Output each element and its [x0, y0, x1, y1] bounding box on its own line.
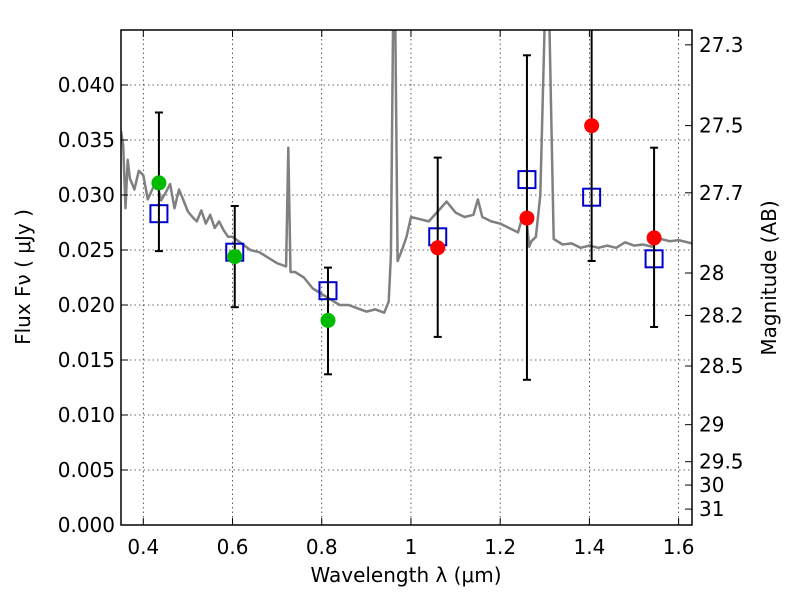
- right-tick-label: 30: [699, 473, 724, 497]
- red-data-point: [584, 118, 600, 134]
- x-tick-label: 1.4: [573, 535, 605, 559]
- right-tick-label: 27.5: [699, 114, 744, 138]
- red-data-point: [646, 230, 662, 246]
- y-tick-label: 0.020: [58, 293, 115, 317]
- right-tick-label: 28.5: [699, 354, 744, 378]
- x-tick-label: 0.4: [127, 535, 159, 559]
- grid-lines: [121, 30, 692, 526]
- x-tick-label: 1.6: [663, 535, 695, 559]
- right-tick-label: 29: [699, 413, 724, 437]
- x-tick-label: 1: [405, 535, 418, 559]
- right-axis-title: Magnitude (AB): [757, 200, 781, 355]
- axis-ticks: [121, 30, 692, 526]
- plot-frame: [120, 29, 693, 526]
- y-tick-label: 0.040: [58, 73, 115, 97]
- red-data-point: [430, 240, 446, 256]
- right-tick-label: 28.2: [699, 303, 744, 327]
- y-axis-title: Flux Fν ( μJy ): [11, 209, 35, 345]
- y-tick-label: 0.030: [58, 183, 115, 207]
- green-data-point: [151, 175, 167, 191]
- data-markers: [149, 30, 664, 381]
- x-tick-label: 0.6: [217, 535, 249, 559]
- x-axis-title: Wavelength λ (μm): [310, 563, 501, 587]
- x-tick-label: 1.2: [484, 535, 516, 559]
- y-tick-label: 0.025: [58, 238, 115, 262]
- plot-area: [121, 30, 692, 381]
- y-tick-label: 0.000: [58, 513, 115, 537]
- y-tick-label: 0.010: [58, 403, 115, 427]
- right-tick-label: 27.7: [699, 181, 744, 205]
- right-tick-label: 29.5: [699, 450, 744, 474]
- right-tick-label: 28: [699, 261, 724, 285]
- y-tick-label: 0.005: [58, 458, 115, 482]
- y-tick-label: 0.015: [58, 348, 115, 372]
- x-tick-label: 0.8: [306, 535, 338, 559]
- model-spectrum-line: [121, 30, 692, 314]
- green-data-point: [320, 312, 336, 328]
- red-data-point: [519, 210, 535, 226]
- right-tick-label: 27.3: [699, 33, 744, 57]
- green-data-point: [227, 249, 243, 265]
- y-tick-label: 0.035: [58, 128, 115, 152]
- right-tick-label: 31: [699, 497, 724, 521]
- tick-labels: 0.4 0.6 0.8 1 1.2 1.4 1.6 0.000 0.005 0.010 0.015 0…: [58, 33, 744, 559]
